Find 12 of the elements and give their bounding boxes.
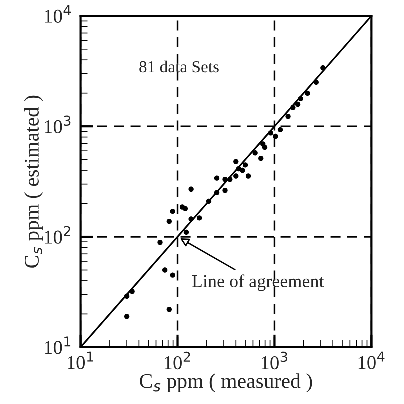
- x-tick-label: 10$^{4}$: [358, 352, 385, 370]
- y-axis-title: C$_{s}$ ppm ( estimated ): [24, 96, 44, 268]
- x-axis-title: C$_{s}$ ppm ( measured ): [140, 374, 312, 393]
- y-tick-label: 10$^{3}$: [45, 116, 71, 134]
- y-tick-label: 10$^{4}$: [45, 5, 72, 23]
- y-tick-label: 10$^{1}$: [45, 336, 71, 354]
- y-tick-label: 10$^{2}$: [45, 226, 70, 244]
- annotation: 81 data Sets: [140, 60, 219, 73]
- annotation: Line of agreement: [192, 274, 324, 292]
- x-tick-label: 10$^{2}$: [164, 352, 190, 370]
- x-tick-label: 10$^{1}$: [68, 352, 94, 370]
- x-tick-label: 10$^{3}$: [262, 352, 288, 370]
